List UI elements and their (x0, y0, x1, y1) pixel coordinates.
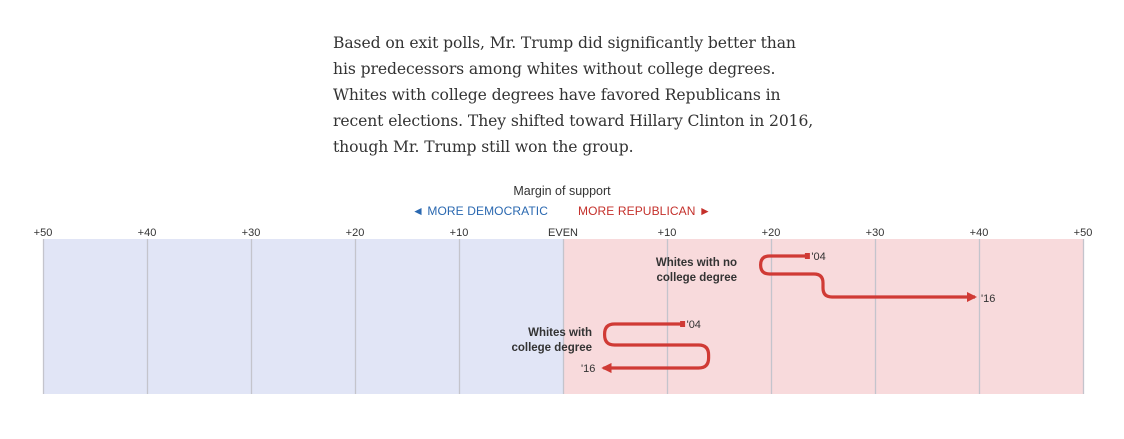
year-label-2016: '16 (981, 293, 995, 305)
x-tick-label: +30 (242, 227, 261, 239)
intro-line: Based on exit polls, Mr. Trump did signi… (333, 34, 796, 52)
intro-line: though Mr. Trump still won the group. (333, 138, 634, 156)
x-tick-label: +40 (970, 227, 989, 239)
x-tick-label: +20 (762, 227, 781, 239)
x-tick-label: +10 (450, 227, 469, 239)
year-label-2016: '16 (581, 363, 595, 375)
series-label: college degree (656, 272, 737, 284)
more-republican-label: MORE REPUBLICAN ► (578, 204, 711, 218)
intro-paragraph: Based on exit polls, Mr. Trump did signi… (333, 30, 813, 160)
series-line (759, 254, 978, 303)
intro-line: Whites with college degrees have favored… (333, 86, 781, 104)
x-tick-label: +10 (658, 227, 677, 239)
series-label: college degree (511, 342, 592, 354)
series-start-marker (804, 253, 810, 259)
x-tick-label: +30 (866, 227, 885, 239)
x-tick-label: +20 (346, 227, 365, 239)
series-label: Whites with no (656, 257, 737, 269)
series-start-marker (680, 321, 686, 327)
democratic-band (43, 239, 563, 394)
year-label-2004: '04 (687, 319, 701, 331)
series-line (601, 322, 711, 374)
intro-line: recent elections. They shifted toward Hi… (333, 112, 814, 130)
x-tick-label: +50 (1074, 227, 1093, 239)
more-democratic-label: ◄ MORE DEMOCRATIC (411, 204, 548, 218)
series-label: Whites with (528, 327, 592, 339)
intro-line: his predecessors among whites without co… (333, 60, 776, 78)
x-tick-label: +40 (138, 227, 157, 239)
year-label-2004: '04 (811, 251, 825, 263)
chart-title: Margin of support (513, 184, 611, 198)
x-tick-label: +50 (34, 227, 53, 239)
x-tick-label: EVEN (548, 227, 578, 239)
